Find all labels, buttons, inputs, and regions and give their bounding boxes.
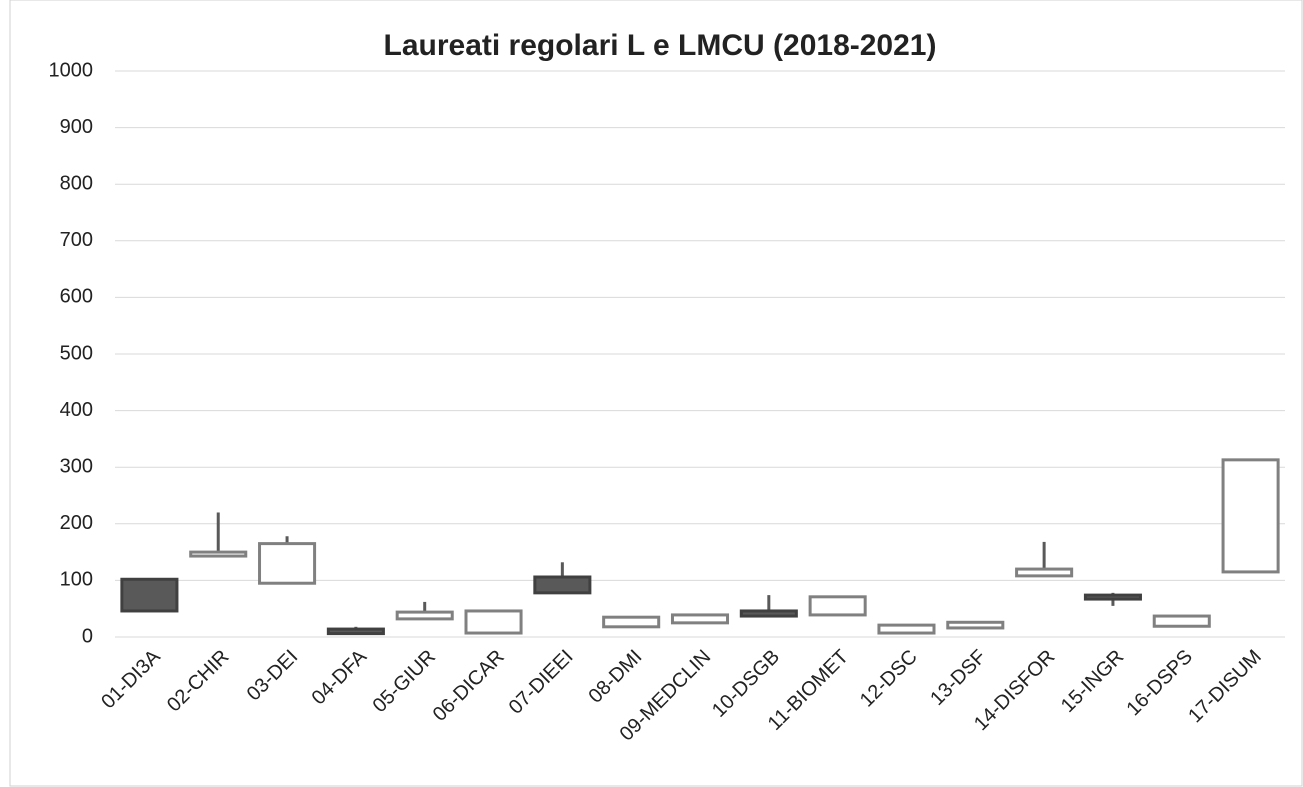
y-tick-label: 400	[60, 399, 93, 421]
y-tick-label: 800	[60, 172, 93, 194]
y-tick-label: 700	[60, 229, 93, 251]
candle-body	[326, 627, 385, 636]
y-tick-label: 600	[60, 286, 93, 308]
candle-body	[533, 575, 592, 595]
candle-body	[808, 595, 867, 617]
y-tick-label: 1000	[49, 59, 94, 81]
candle-body	[670, 613, 730, 625]
y-tick-label: 0	[82, 625, 93, 647]
y-tick-label: 300	[60, 455, 93, 477]
candle-body	[946, 620, 1005, 630]
y-tick-label: 500	[60, 342, 93, 364]
candle-body	[1015, 567, 1074, 578]
chart-frame	[9, 0, 1303, 787]
candle-body	[602, 615, 661, 629]
candle-body	[1221, 458, 1280, 574]
candle-body	[258, 542, 317, 585]
candle-body	[1152, 614, 1211, 628]
candle-body	[120, 577, 179, 613]
candle-body	[877, 623, 936, 635]
y-tick-label: 900	[60, 116, 93, 138]
candle-body	[739, 609, 798, 618]
y-tick-label: 200	[60, 512, 93, 534]
candle-body	[395, 610, 454, 621]
candle-body	[189, 550, 248, 558]
candle-body	[464, 609, 523, 635]
y-tick-label: 100	[60, 569, 93, 591]
chart-title: Laureati regolari L e LMCU (2018-2021)	[384, 29, 937, 62]
candle-body	[1083, 593, 1142, 601]
